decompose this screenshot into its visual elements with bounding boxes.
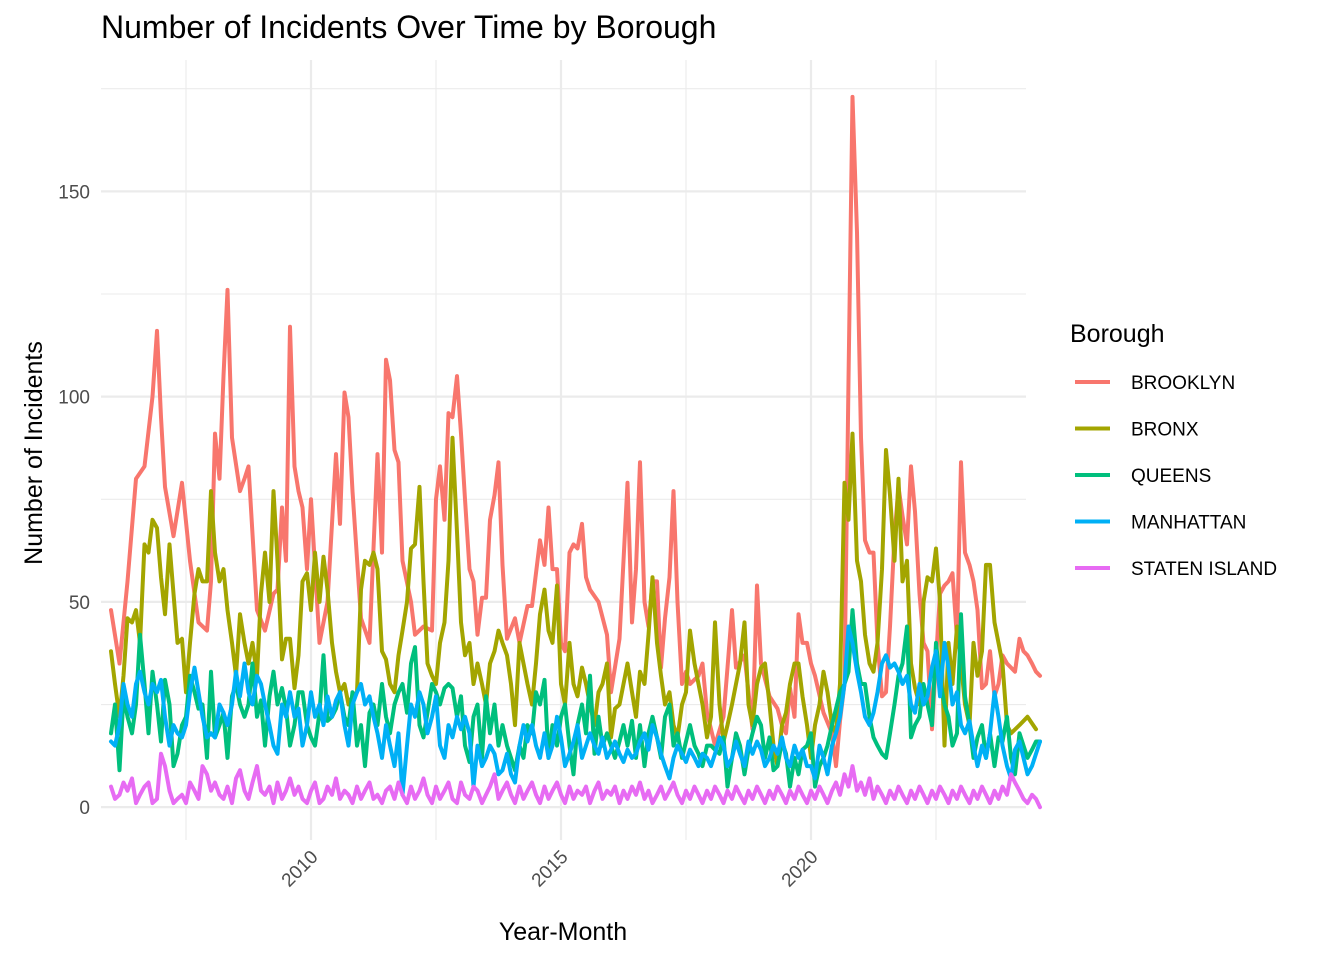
y-tick-label: 150 — [58, 182, 90, 203]
y-tick-label: 100 — [58, 388, 90, 409]
chart-title: Number of Incidents Over Time by Borough — [101, 9, 716, 45]
series-line-bronx — [109, 431, 1038, 769]
legend-label: MANHATTAN — [1131, 513, 1246, 534]
y-axis-title: Number of Incidents — [20, 341, 48, 565]
x-axis-title: Year-Month — [499, 918, 627, 946]
legend: Borough BROOKLYN BRONX QUEENS MANHATTAN STAT… — [1070, 320, 1277, 580]
series-layer — [109, 94, 1042, 810]
series-line-queens — [109, 608, 1042, 789]
legend-label: BRONX — [1131, 420, 1199, 441]
y-tick-label: 50 — [69, 593, 90, 614]
legend-label: BROOKLYN — [1131, 373, 1235, 394]
series-line-brooklyn — [109, 94, 1042, 769]
legend-title: Borough — [1070, 320, 1165, 348]
y-tick-label: 0 — [79, 798, 90, 819]
legend-label: QUEENS — [1131, 466, 1211, 487]
series-line-manhattan — [109, 624, 1042, 797]
grid — [101, 60, 1026, 840]
series-line-staten-island — [109, 751, 1042, 810]
y-axis-ticks: 0 50 100 150 — [58, 182, 90, 819]
legend-label: STATEN ISLAND — [1131, 559, 1277, 580]
